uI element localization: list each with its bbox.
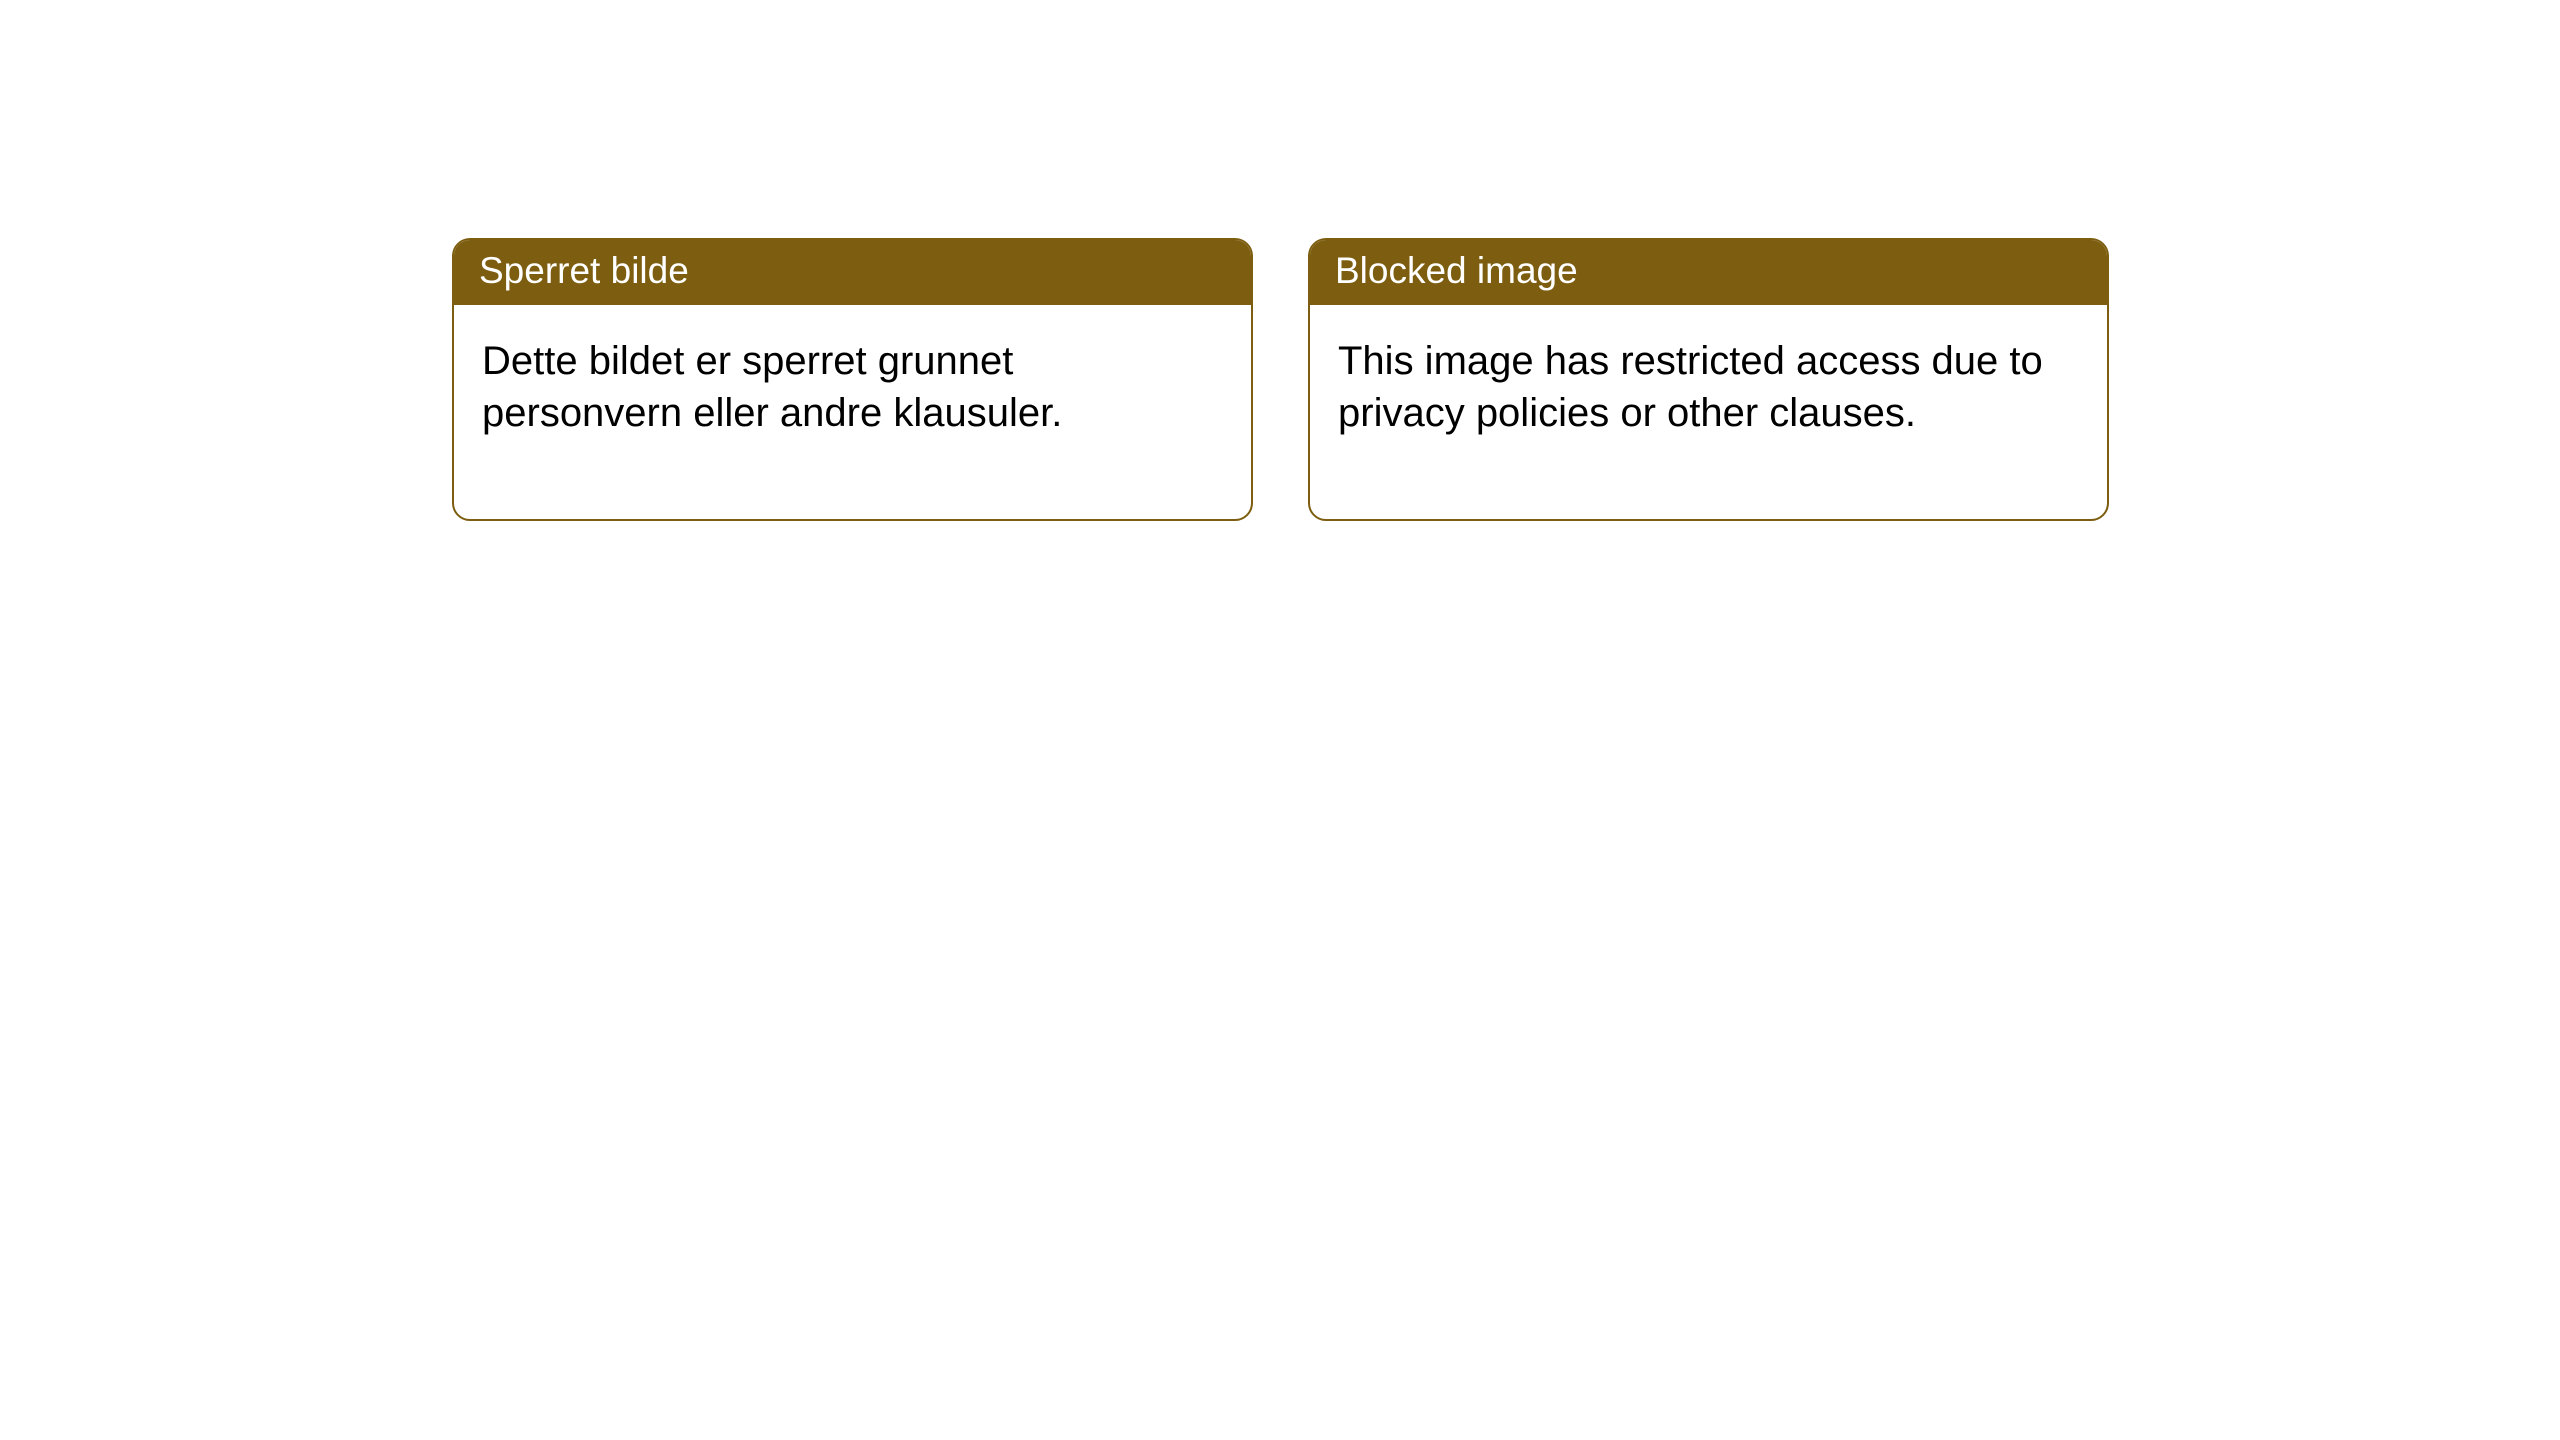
notice-header: Blocked image — [1310, 240, 2107, 305]
notice-container: Sperret bilde Dette bildet er sperret gr… — [0, 0, 2560, 521]
notice-card-norwegian: Sperret bilde Dette bildet er sperret gr… — [452, 238, 1253, 521]
notice-header: Sperret bilde — [454, 240, 1251, 305]
notice-body: This image has restricted access due to … — [1310, 305, 2107, 519]
notice-card-english: Blocked image This image has restricted … — [1308, 238, 2109, 521]
notice-body: Dette bildet er sperret grunnet personve… — [454, 305, 1251, 519]
